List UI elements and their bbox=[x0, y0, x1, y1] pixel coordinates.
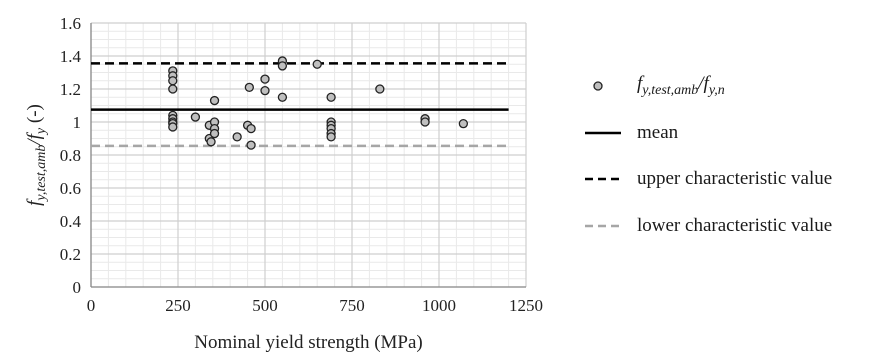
x-axis-title: Nominal yield strength (MPa) bbox=[194, 332, 423, 353]
data-point bbox=[168, 76, 178, 86]
y-tick-label: 1.2 bbox=[60, 80, 81, 99]
data-point bbox=[168, 122, 178, 132]
y-tick-label: 0.2 bbox=[60, 245, 81, 264]
data-point bbox=[312, 59, 322, 69]
data-point bbox=[375, 84, 385, 94]
reference-lines bbox=[91, 62, 509, 148]
legend-label-upper: upper characteristic value bbox=[637, 168, 833, 189]
y-tick-label: 0 bbox=[73, 278, 82, 297]
legend-item-upper: upper characteristic value bbox=[585, 164, 832, 194]
x-tick-label: 750 bbox=[339, 296, 365, 315]
legend-ratio-part: y,n bbox=[708, 82, 725, 98]
legend-marker-circle-icon bbox=[585, 71, 627, 101]
data-point bbox=[277, 61, 288, 71]
x-tick-label: 1250 bbox=[509, 296, 543, 315]
data-point bbox=[326, 132, 336, 142]
y-axis-title-part: f bbox=[24, 198, 45, 206]
major-grid bbox=[90, 22, 527, 288]
y-axis-title-part: y bbox=[34, 127, 49, 136]
y-axis-title: fy,test,amb/fy (-) bbox=[24, 104, 49, 206]
data-point bbox=[260, 74, 270, 84]
x-tick-label: 0 bbox=[87, 296, 96, 315]
legend-label-mean: mean bbox=[637, 122, 679, 143]
data-point bbox=[209, 128, 220, 139]
data-point bbox=[260, 86, 270, 96]
data-point bbox=[244, 82, 254, 92]
legend-dashed-line-black-icon bbox=[585, 164, 627, 194]
data-point bbox=[420, 117, 430, 127]
y-tick-label: 0.6 bbox=[60, 179, 81, 198]
data-point bbox=[206, 137, 216, 147]
y-axis-title-part: (-) bbox=[24, 104, 45, 128]
x-tick-label: 250 bbox=[165, 296, 191, 315]
y-tick-label: 0.4 bbox=[60, 212, 82, 231]
y-axis-title-part: y,test,amb bbox=[34, 145, 49, 203]
data-point bbox=[277, 92, 288, 102]
data-point bbox=[326, 92, 336, 102]
y-tick-label: 0.8 bbox=[60, 146, 81, 165]
data-point bbox=[458, 119, 469, 129]
data-points bbox=[168, 56, 469, 150]
legend-label-ratio: fy,test,amb/fy,n bbox=[637, 73, 725, 99]
x-tick-labels: 0 250 500 750 1000 1250 bbox=[87, 296, 543, 315]
legend-ratio-part: /f bbox=[698, 73, 709, 95]
legend-item-ratio: fy,test,amb/fy,n bbox=[585, 71, 725, 101]
y-tick-labels: 0 0.2 0.4 0.6 0.8 1 1.2 1.4 1.6 bbox=[60, 14, 82, 297]
y-tick-label: 1.6 bbox=[60, 14, 81, 33]
x-tick-label: 1000 bbox=[422, 296, 456, 315]
data-point bbox=[168, 84, 178, 94]
data-point bbox=[232, 132, 242, 142]
legend-label-lower: lower characteristic value bbox=[637, 215, 833, 236]
data-point bbox=[190, 112, 201, 122]
y-tick-label: 1.4 bbox=[60, 47, 82, 66]
legend-dashed-line-grey-icon bbox=[585, 211, 627, 241]
y-tick-label: 1 bbox=[73, 113, 82, 132]
y-axis-title-part: /f bbox=[24, 131, 45, 145]
data-point bbox=[246, 140, 256, 150]
legend-item-mean: mean bbox=[585, 118, 678, 148]
legend-ratio-part: y,test,amb bbox=[642, 82, 699, 98]
legend-ratio-part: f bbox=[637, 73, 643, 95]
legend-item-lower: lower characteristic value bbox=[585, 211, 832, 241]
x-tick-label: 500 bbox=[252, 296, 278, 315]
data-point bbox=[209, 95, 220, 106]
data-point bbox=[246, 123, 256, 134]
legend-solid-line-icon bbox=[585, 118, 627, 148]
